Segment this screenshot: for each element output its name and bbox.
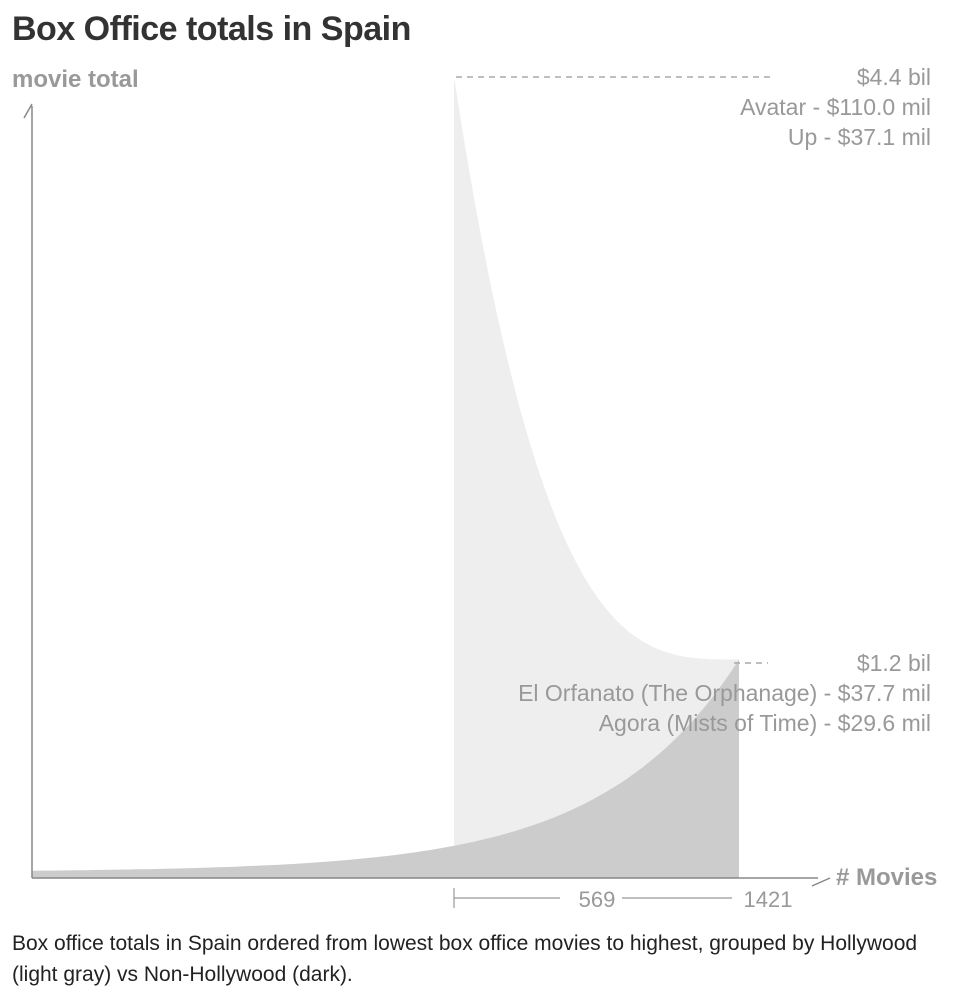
hollywood-top-movie-1: Avatar - $110.0 mil [740,94,931,120]
y-axis-label: movie total [12,66,139,93]
hollywood-top-movie-2: Up - $37.1 mil [788,124,931,150]
hollywood-total-label: $4.4 bil [857,64,931,90]
x-tick-569: 569 [579,887,616,912]
y-axis-arrow [23,103,33,119]
non-hollywood-area [32,659,739,878]
x-axis-label: # Movies [836,864,937,891]
chart-areas [32,77,739,878]
non-hollywood-top-movie-2: Agora (Mists of Time) - $29.6 mil [599,710,931,736]
x-tick-1421: 1421 [744,887,793,912]
hollywood-area [454,77,739,878]
chart-canvas: movie total # Movies 569 1421 $4.4 bil A… [12,64,937,912]
chart-caption: Box office totals in Spain ordered from … [12,932,918,986]
non-hollywood-total-label: $1.2 bil [857,650,931,676]
x-axis-arrow [811,877,831,887]
chart-title: Box Office totals in Spain [12,10,411,48]
non-hollywood-top-movie-1: El Orfanato (The Orphanage) - $37.7 mil [518,680,931,706]
